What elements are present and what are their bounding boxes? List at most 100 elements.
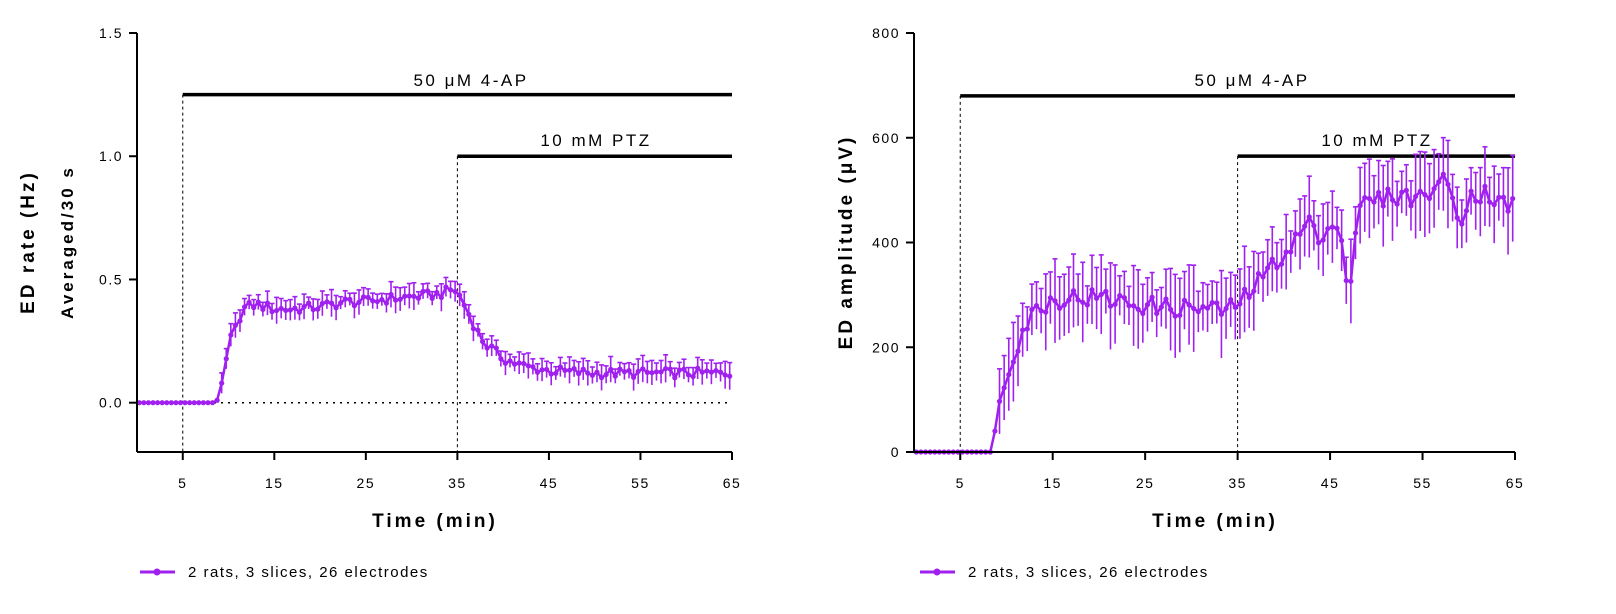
data-point <box>1385 186 1391 192</box>
data-point <box>1380 203 1386 209</box>
x-tick-label: 65 <box>723 475 742 491</box>
data-point <box>1329 224 1335 230</box>
data-point <box>246 299 252 305</box>
data-point <box>237 318 243 324</box>
data-point <box>1496 194 1502 200</box>
data-point <box>205 400 211 406</box>
x-axis-title: Time (min) <box>372 511 498 532</box>
data-point <box>516 360 522 366</box>
data-point <box>1020 327 1026 333</box>
data-point <box>1024 326 1030 332</box>
data-point <box>1292 231 1299 237</box>
data-point <box>292 305 298 311</box>
data-point <box>219 380 225 386</box>
x-tick-label: 55 <box>631 475 650 491</box>
data-point <box>232 322 239 328</box>
data-point <box>1436 179 1442 185</box>
data-point <box>457 292 463 298</box>
data-point <box>617 366 623 372</box>
data-points <box>913 171 1516 455</box>
data-point <box>269 309 275 315</box>
data-point <box>1084 302 1090 308</box>
data-point <box>466 311 472 317</box>
data-point <box>580 366 586 372</box>
data-point <box>420 288 426 294</box>
data-point <box>406 293 412 299</box>
data-point <box>383 300 390 306</box>
data-point <box>1320 237 1326 243</box>
data-point <box>704 368 710 374</box>
data-point <box>553 370 559 376</box>
data-point <box>1431 186 1437 192</box>
data-point <box>1038 308 1044 314</box>
data-point <box>1348 278 1354 284</box>
data-point <box>626 367 632 374</box>
legend-marker <box>153 568 161 576</box>
x-tick-label: 55 <box>1413 475 1432 491</box>
data-point <box>727 373 733 379</box>
data-point <box>1181 297 1188 303</box>
data-point <box>168 400 174 406</box>
data-point <box>1135 306 1141 312</box>
data-point <box>342 296 348 302</box>
data-point <box>713 367 719 374</box>
data-point <box>255 299 261 305</box>
x-tick-label: 25 <box>1136 475 1155 491</box>
data-point <box>690 373 696 380</box>
data-point <box>1098 291 1104 298</box>
data-point <box>1394 201 1400 207</box>
data-point <box>1422 191 1428 198</box>
data-point <box>557 364 563 370</box>
data-point <box>1167 306 1174 313</box>
x-tick-label: 15 <box>1043 475 1062 491</box>
data-point <box>1491 202 1497 208</box>
data-point <box>1228 297 1234 303</box>
data-point <box>1172 313 1178 319</box>
data-point <box>548 371 554 377</box>
data-point <box>470 326 477 332</box>
x-tick-label: 5 <box>178 475 187 491</box>
data-point <box>1482 183 1488 189</box>
data-point <box>1126 303 1132 309</box>
legend: 2 rats, 3 slices, 26 electrodes <box>920 564 1207 581</box>
series-line <box>916 172 1514 454</box>
data-line-group <box>139 285 731 404</box>
data-point <box>699 369 705 375</box>
x-tick-label: 35 <box>448 475 467 491</box>
data-point <box>539 367 545 373</box>
data-point <box>1260 274 1266 280</box>
data-point <box>653 369 660 375</box>
data-point <box>287 307 293 313</box>
data-point <box>562 367 568 373</box>
y-axis-subtitle: Averaged/30 s <box>58 165 77 319</box>
data-point <box>1325 225 1331 232</box>
data-point <box>585 370 591 376</box>
legend-label: 2 rats, 3 slices, 26 electrodes <box>188 564 429 581</box>
data-point <box>644 369 650 375</box>
data-point <box>1061 302 1067 308</box>
data-point <box>1311 223 1317 229</box>
y-ticks: 0.0 0.5 1.0 1.5 <box>99 25 137 411</box>
data-point <box>1241 286 1248 292</box>
data-point <box>1408 203 1414 209</box>
data-point <box>493 345 499 351</box>
data-point <box>681 366 687 372</box>
data-point <box>1274 265 1280 271</box>
y-tick-label: 600 <box>872 130 900 146</box>
data-point <box>475 327 481 333</box>
data-point <box>1297 231 1303 237</box>
data-point <box>182 400 188 406</box>
data-point <box>429 295 435 302</box>
data-point <box>365 294 371 300</box>
data-point <box>663 365 669 372</box>
data-point <box>1200 304 1206 310</box>
x-ticks: 5 15 25 35 45 55 65 <box>178 452 742 491</box>
data-point <box>1413 193 1419 200</box>
data-point <box>360 294 367 300</box>
y-axis-title: ED amplitude (μV) <box>836 135 857 350</box>
data-point <box>1454 215 1460 221</box>
y-tick-label: 200 <box>872 339 900 355</box>
data-point <box>1186 302 1192 308</box>
data-point <box>658 369 664 375</box>
data-point <box>338 300 344 306</box>
